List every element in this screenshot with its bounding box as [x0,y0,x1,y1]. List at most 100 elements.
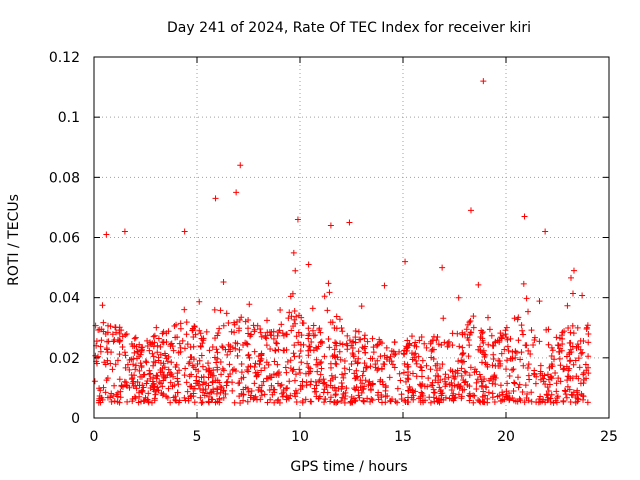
data-point [418,373,425,380]
data-point [478,327,485,334]
data-point [544,384,551,391]
data-point [205,398,212,405]
data-point [320,389,327,396]
data-point [116,351,123,358]
data-point [536,298,543,305]
y-tick-label: 0.1 [58,110,80,126]
data-point [381,361,388,368]
data-point [452,373,459,380]
data-point [287,357,294,364]
data-point [349,345,356,352]
data-point [251,326,258,333]
data-point [484,363,491,370]
data-point [565,367,572,374]
data-point [104,322,111,329]
data-point [236,317,243,324]
data-point [332,374,339,381]
data-point [187,344,194,351]
data-point [455,294,462,301]
data-point [528,389,535,396]
data-point [435,397,442,404]
data-point [499,391,506,398]
data-point [102,361,109,368]
data-point [525,347,532,354]
data-point [522,342,529,349]
data-point [562,388,569,395]
data-point [494,337,501,344]
data-point [563,353,570,360]
data-point [309,305,316,312]
data-point [377,378,384,385]
data-point [194,360,201,367]
data-point [136,341,143,348]
data-point [462,369,469,376]
data-point [391,364,398,371]
data-point [305,352,312,359]
data-point [356,394,363,401]
data-point [333,361,340,368]
data-point [533,373,540,380]
data-point [232,368,239,375]
x-tick-label: 15 [394,429,412,445]
data-point [377,353,384,360]
data-point-peak [402,258,409,265]
data-point [231,399,238,406]
data-point [284,385,291,392]
data-point [486,377,493,384]
data-point [465,353,472,360]
data-point [509,355,516,362]
data-point [584,322,591,329]
data-point [523,295,530,302]
data-point [362,377,369,384]
data-point [104,357,111,364]
data-point [311,388,318,395]
data-point [338,397,345,404]
data-point [517,356,524,363]
data-point [288,313,295,320]
data-point [174,389,181,396]
data-point [501,346,508,353]
data-point [258,388,265,395]
data-point [315,343,322,350]
data-point [167,399,174,406]
data-point [560,365,567,372]
data-point [257,329,264,336]
data-point [149,350,156,357]
data-point [307,381,314,388]
data-point [108,398,115,405]
data-point [443,381,450,388]
data-point [429,382,436,389]
data-point [141,371,148,378]
data-point [199,381,206,388]
data-point [295,329,302,336]
data-point [190,334,197,341]
data-point [133,385,140,392]
data-point [464,321,471,328]
data-point [537,370,544,377]
data-point [135,389,142,396]
data-point [327,394,334,401]
data-point [580,380,587,387]
data-point [403,348,410,355]
data-point [360,385,367,392]
data-point [150,362,157,369]
data-point [236,393,243,400]
data-point [497,330,504,337]
data-point [516,381,523,388]
data-point [458,393,465,400]
data-point [235,380,242,387]
data-point [214,366,221,373]
data-point [355,348,362,355]
data-point [205,360,212,367]
data-point [116,376,123,383]
data-point [229,387,236,394]
data-point [274,332,281,339]
data-point [274,370,281,377]
x-tick-label: 0 [90,429,99,445]
data-point [98,337,105,344]
data-point [461,368,468,375]
data-point [352,397,359,404]
data-point [298,314,305,321]
data-point [476,343,483,350]
y-tick-label: 0.06 [49,231,80,247]
